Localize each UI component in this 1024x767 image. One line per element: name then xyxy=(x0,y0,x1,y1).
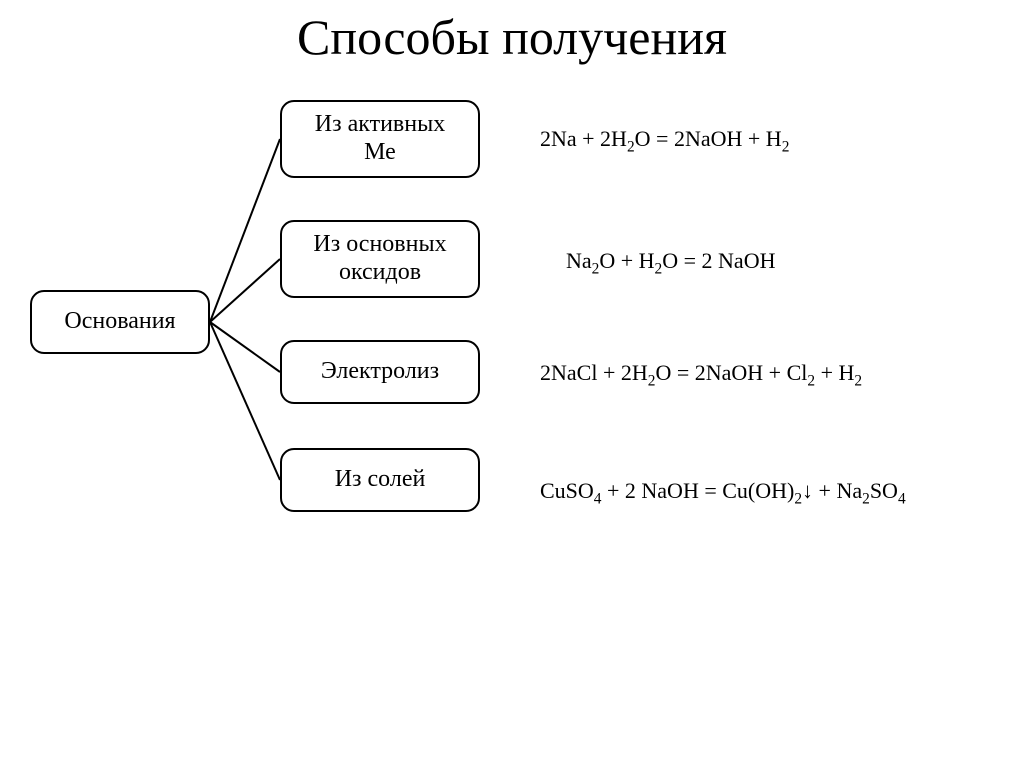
root-node-label: Основания xyxy=(64,308,175,336)
connectors-svg xyxy=(0,0,1024,767)
method-node-label: Из активныхМе xyxy=(315,111,445,166)
equation-active-metals: 2Na + 2H2O = 2NaOH + H2 xyxy=(540,126,789,152)
equation-basic-oxides: Na2O + H2O = 2 NaOH xyxy=(566,248,775,274)
diagram-canvas: Способы получения Основания Из активныхМ… xyxy=(0,0,1024,767)
root-node: Основания xyxy=(30,290,210,354)
diagram-title: Способы получения xyxy=(0,8,1024,66)
method-node-electrolysis: Электролиз xyxy=(280,340,480,404)
method-node-label: Электролиз xyxy=(321,358,439,386)
method-node-basic-oxides: Из основныхоксидов xyxy=(280,220,480,298)
method-node-from-salts: Из солей xyxy=(280,448,480,512)
equation-from-salts: CuSO4 + 2 NaOH = Cu(OH)2↓ + Na2SO4 xyxy=(540,478,906,504)
method-node-label: Из солей xyxy=(335,466,426,494)
method-node-label: Из основныхоксидов xyxy=(313,231,446,286)
equation-electrolysis: 2NaCl + 2H2O = 2NaOH + Cl2 + H2 xyxy=(540,360,862,386)
method-node-active-metals: Из активныхМе xyxy=(280,100,480,178)
